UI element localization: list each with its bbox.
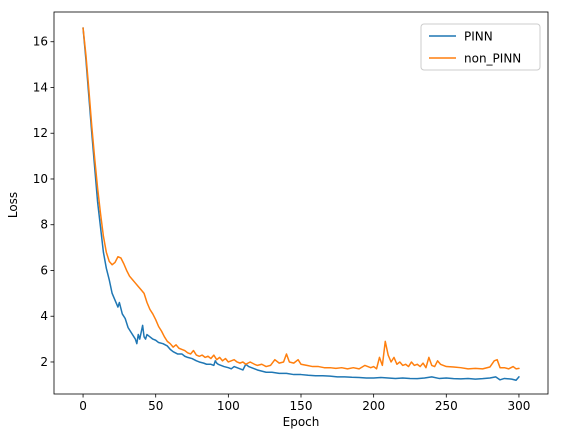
y-tick-label: 4 [40,309,48,323]
plot-area-frame [53,11,549,395]
series-line-non-pinn [82,27,520,370]
legend-label-non-pinn: non_PINN [464,52,521,66]
y-tick-label: 10 [33,172,48,186]
x-tick-label: 100 [217,399,240,413]
x-tick-label: 0 [79,399,87,413]
series-layer [82,27,520,382]
y-tick-label: 6 [40,263,48,277]
plot-frame [53,11,549,395]
y-tick-label: 12 [33,126,48,140]
y-tick-label: 8 [40,218,48,232]
y-tick-label: 16 [33,35,48,49]
legend-label-pinn: PINN [464,30,493,44]
series-line-pinn [82,27,520,382]
x-tick-label: 150 [290,399,313,413]
x-tick-label: 50 [148,399,163,413]
y-tick-label: 14 [33,80,48,94]
x-axis-label: Epoch [283,415,320,429]
y-axis-label: Loss [6,192,20,218]
y-tick-label: 2 [40,355,48,369]
x-tick-label: 200 [362,399,385,413]
x-tick-label: 300 [507,399,530,413]
x-tick-label: 250 [435,399,458,413]
ticks-layer: 0 50 100 150 200 250 300 2 4 6 8 10 12 14 16 [33,35,531,413]
legend: PINN non_PINN [420,23,541,71]
